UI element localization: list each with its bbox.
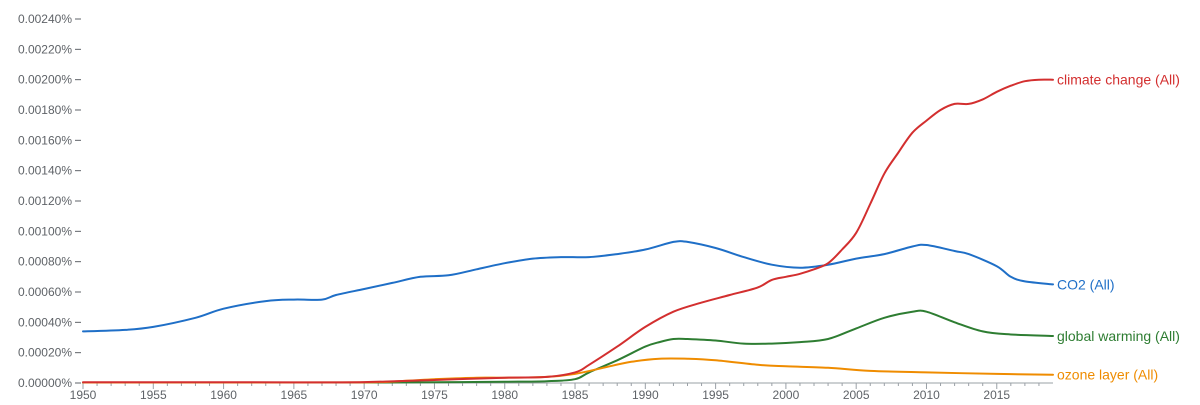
x-tick-label: 2015 bbox=[983, 388, 1010, 402]
y-tick-label: 0.00200% bbox=[18, 73, 72, 87]
y-tick-label: 0.00060% bbox=[18, 285, 72, 299]
x-tick-label: 1970 bbox=[351, 388, 378, 402]
y-tick-label: 0.00180% bbox=[18, 103, 72, 117]
series-line-ozone-layer-all bbox=[82, 357, 1054, 384]
x-tick-label: 2005 bbox=[843, 388, 870, 402]
series-line-global-warming-all bbox=[82, 309, 1054, 384]
x-tick-label: 2010 bbox=[913, 388, 940, 402]
series-label-co2-all: CO2 (All) bbox=[1057, 276, 1115, 292]
y-tick-label: 0.00040% bbox=[18, 315, 72, 329]
y-tick-label: 0.00020% bbox=[18, 346, 72, 360]
x-tick-label: 1955 bbox=[140, 388, 167, 402]
y-tick-label: 0.00120% bbox=[18, 194, 72, 208]
series-label-global-warming-all: global warming (All) bbox=[1057, 328, 1180, 344]
x-tick-label: 1995 bbox=[702, 388, 729, 402]
x-tick-label: 1950 bbox=[70, 388, 97, 402]
y-tick-label: 0.00160% bbox=[18, 133, 72, 147]
x-tick-label: 1990 bbox=[632, 388, 659, 402]
x-tick-label: 1960 bbox=[210, 388, 237, 402]
x-tick-label: 1980 bbox=[491, 388, 518, 402]
y-tick-label: 0.00240% bbox=[18, 12, 72, 26]
series-labels: climate change (All) CO2 (All) global warm… bbox=[1057, 72, 1180, 383]
x-tick-label: 1965 bbox=[281, 388, 308, 402]
x-axis: 1950 1955 1960 1965 1970 1975 1980 1985 1990 1995… bbox=[70, 382, 1053, 402]
x-tick-label: 1985 bbox=[562, 388, 589, 402]
series-line-climate-change-all bbox=[82, 78, 1054, 384]
series-label-climate-change-all: climate change (All) bbox=[1057, 72, 1180, 88]
y-tick-label: 0.00080% bbox=[18, 255, 72, 269]
series-line-co2-all bbox=[82, 240, 1054, 333]
y-tick-label: 0.00100% bbox=[18, 224, 72, 238]
y-tick-label: 0.00000% bbox=[18, 376, 72, 390]
series-lines bbox=[82, 78, 1054, 384]
x-tick-label: 1975 bbox=[421, 388, 448, 402]
y-tick-label: 0.00220% bbox=[18, 42, 72, 56]
x-tick-label: 2000 bbox=[773, 388, 800, 402]
y-axis: 0.00000% 0.00020% 0.00040% 0.00060% 0.00080%… bbox=[18, 12, 81, 390]
series-label-ozone-layer-all: ozone layer (All) bbox=[1057, 367, 1158, 383]
y-tick-label: 0.00140% bbox=[18, 164, 72, 178]
